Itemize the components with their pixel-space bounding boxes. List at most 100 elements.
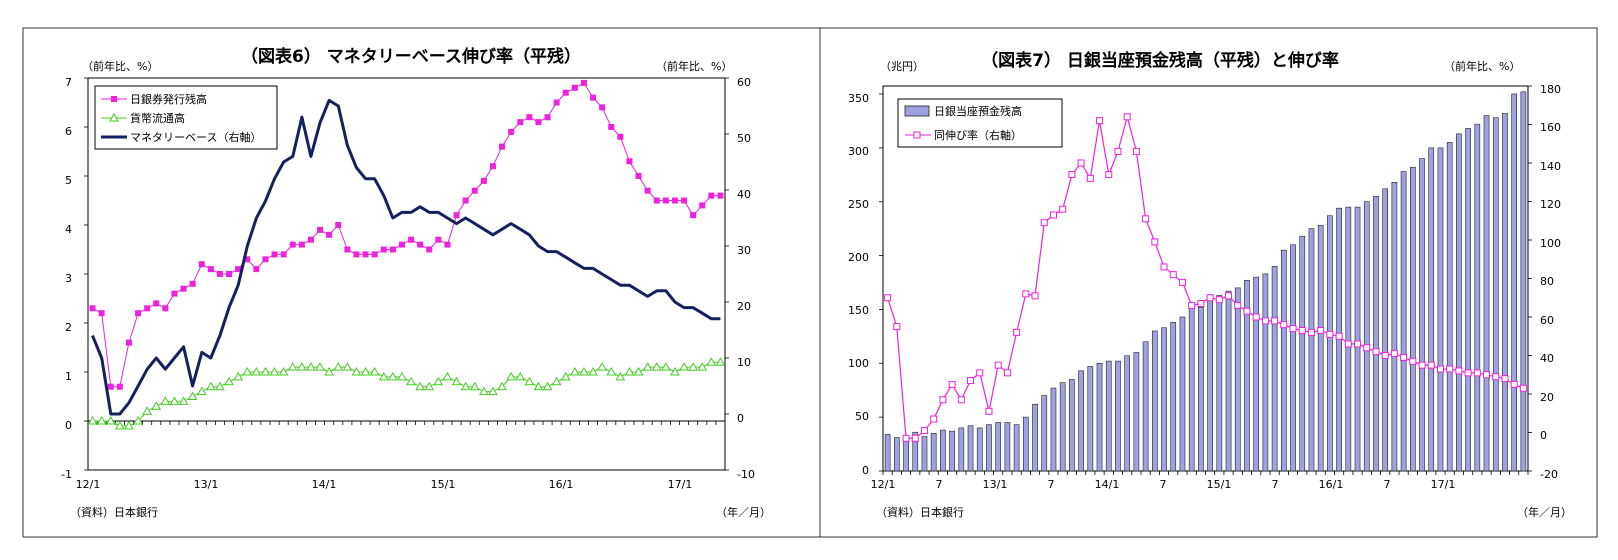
tick-label: 250 (848, 198, 869, 211)
data-point-coins (324, 366, 335, 376)
tick-label: 60 (1540, 314, 1554, 327)
data-point-coins (205, 381, 216, 391)
data-point-growth (1317, 326, 1325, 334)
data-point-coins (142, 406, 153, 415)
data-point-banknotes (98, 310, 105, 317)
data-point-growth (1206, 294, 1214, 302)
data-point-banknotes (590, 94, 597, 101)
data-point-banknotes (662, 197, 669, 204)
data-point-banknotes (599, 104, 606, 111)
tick-label: 14/1 (312, 478, 337, 491)
bar-current-account (1069, 379, 1075, 472)
data-point-growth (1372, 348, 1380, 356)
data-point-growth (957, 396, 965, 404)
data-point-banknotes (653, 197, 660, 204)
tick-label: 0 (862, 464, 869, 477)
axes: 350 300 250 200 150 100 50 0 180 160 140… (848, 83, 1561, 491)
data-point-coins (460, 381, 471, 391)
data-point-growth (1114, 147, 1122, 155)
data-point-banknotes (426, 246, 433, 253)
bar-current-account (1161, 327, 1167, 472)
bar-current-account (1170, 322, 1177, 472)
data-point-growth (1132, 147, 1140, 155)
data-point-banknotes (335, 222, 342, 228)
data-point-growth (1142, 215, 1150, 223)
bar-current-account (1032, 403, 1038, 472)
bar-current-account (1087, 366, 1094, 472)
bar-current-account (921, 436, 928, 472)
tick-label: 50 (737, 132, 751, 145)
data-point-banknotes (198, 261, 205, 268)
data-point-coins (469, 381, 480, 391)
data-point-growth (911, 434, 919, 442)
bar-current-account (1363, 201, 1370, 472)
tick-label: 2 (65, 321, 72, 334)
data-point-growth (939, 396, 947, 404)
tick-label: 200 (848, 251, 869, 264)
data-point-coins (560, 371, 571, 381)
tick-label: 40 (1540, 352, 1554, 365)
data-point-coins (278, 366, 289, 376)
data-point-banknotes (699, 202, 706, 209)
tick-label: 16/1 (549, 478, 574, 491)
bar-current-account (1400, 171, 1407, 472)
right-axis-unit: （前年比、%） (656, 59, 732, 73)
data-point-growth (1261, 317, 1269, 325)
data-point-banknotes (307, 236, 314, 243)
series-line-monetary-base (91, 98, 721, 416)
bar-current-account (1124, 355, 1131, 472)
bar-current-account (1022, 416, 1029, 472)
bar-current-account (1409, 166, 1416, 472)
data-point-growth (1510, 380, 1518, 388)
legend-swatch-bar (904, 105, 930, 117)
tick-label: 160 (1540, 121, 1561, 134)
tick-label: 12/1 (871, 478, 896, 491)
x-tick-labels: 12/1 7 13/1 7 14/1 7 15/1 7 16/1 7 17/1 (871, 478, 1456, 491)
bar-current-account (995, 422, 1002, 472)
data-point-growth (1289, 325, 1297, 333)
data-point-banknotes (135, 310, 142, 317)
data-point-coins (679, 362, 689, 371)
data-point-growth (1400, 353, 1408, 361)
data-point-banknotes (317, 226, 324, 233)
bar-current-account (1244, 280, 1250, 472)
data-point-banknotes (125, 339, 132, 346)
data-point-coins (406, 376, 416, 386)
tick-label: 0 (65, 419, 72, 432)
data-point-coins (533, 381, 544, 391)
legend-label-banknotes: 日銀券発行残高 (130, 92, 207, 106)
bar-current-account (1520, 91, 1527, 472)
data-point-growth (1123, 113, 1131, 121)
tick-label: 10 (737, 356, 751, 369)
data-point-coins (133, 415, 143, 425)
data-point-banknotes (298, 241, 305, 248)
data-point-growth (1151, 238, 1159, 246)
bar-current-account (912, 431, 919, 472)
data-point-growth (1169, 271, 1177, 279)
data-point-growth (1068, 171, 1076, 179)
bar-current-account (1290, 244, 1296, 472)
tick-label: 140 (1540, 160, 1561, 173)
data-point-banknotes (144, 305, 151, 312)
axes: 7 6 5 4 3 2 1 0 -1 60 50 40 30 20 10 0 -… (61, 76, 755, 491)
bar-current-account (1456, 133, 1462, 472)
data-point-banknotes (353, 251, 360, 258)
data-point-coins (624, 366, 635, 376)
data-point-coins (260, 366, 271, 376)
tick-label: 0 (1540, 429, 1547, 442)
data-point-coins (660, 362, 671, 371)
data-point-growth (1013, 328, 1021, 336)
data-point-banknotes (571, 84, 578, 91)
data-point-banknotes (107, 383, 114, 390)
tick-label: 3 (65, 272, 72, 285)
bar-current-account (1234, 287, 1241, 472)
bar-current-account (967, 425, 974, 472)
data-point-coins (642, 362, 653, 371)
data-point-banknotes (499, 143, 506, 150)
data-point-coins (424, 381, 435, 391)
data-point-banknotes (344, 246, 351, 253)
data-point-banknotes (180, 285, 187, 292)
data-point-banknotes (271, 251, 278, 258)
data-point-coins (269, 366, 280, 376)
chart-title: （図表7） 日銀当座預金残高（平残）と伸び率 (981, 50, 1339, 71)
